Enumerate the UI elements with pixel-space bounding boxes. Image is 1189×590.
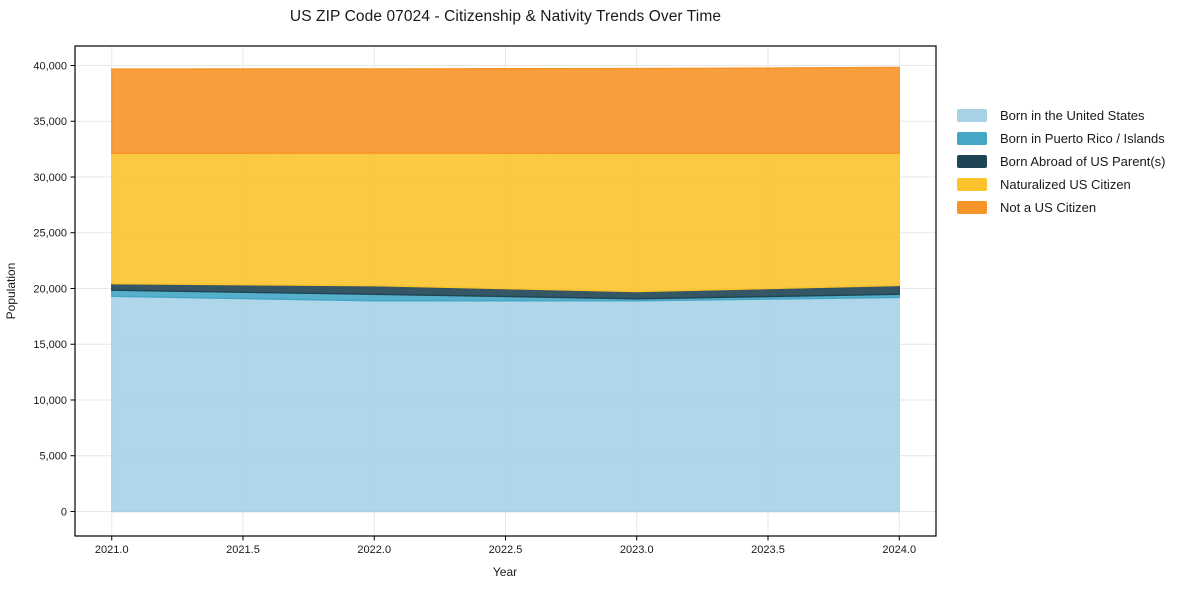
y-tick-label: 20,000 <box>33 283 67 295</box>
y-axis-label: Population <box>4 263 18 320</box>
y-tick-label: 5,000 <box>39 451 67 463</box>
legend-item-born-abroad-of-us-parent-s: Born Abroad of US Parent(s) <box>957 150 1165 173</box>
legend-item-not-a-us-citizen: Not a US Citizen <box>957 196 1165 219</box>
stacked-areas <box>111 66 900 513</box>
x-tick-label: 2023.5 <box>751 544 785 556</box>
y-tick-label: 10,000 <box>33 395 67 407</box>
legend-swatch <box>957 178 987 191</box>
area-not-a-us-citizen <box>111 66 900 155</box>
legend-label: Born Abroad of US Parent(s) <box>1000 154 1166 169</box>
y-tick-label: 15,000 <box>33 339 67 351</box>
x-tick-label: 2022.5 <box>489 544 523 556</box>
legend-swatch <box>957 155 987 168</box>
x-tick-label: 2022.0 <box>357 544 391 556</box>
legend-label: Born in the United States <box>1000 108 1145 123</box>
legend-label: Not a US Citizen <box>1000 200 1097 215</box>
x-tick-label: 2023.0 <box>620 544 654 556</box>
legend-item-naturalized-us-citizen: Naturalized US Citizen <box>957 173 1165 196</box>
chart-title: US ZIP Code 07024 - Citizenship & Nativi… <box>289 8 722 25</box>
legend-label: Born in Puerto Rico / Islands <box>1000 131 1165 146</box>
area-naturalized-us-citizen <box>111 152 900 293</box>
area-born-in-the-united-states <box>111 295 900 513</box>
legend-item-born-in-the-united-states: Born in the United States <box>957 104 1165 127</box>
legend-label: Naturalized US Citizen <box>1000 177 1131 192</box>
y-tick-label: 0 <box>61 506 67 518</box>
legend-swatch <box>957 201 987 214</box>
x-tick-label: 2024.0 <box>882 544 916 556</box>
axis-ticks: 2021.0 2021.5 2022.0 2022.5 2023.0 2023.5 2024… <box>33 60 916 556</box>
y-tick-label: 35,000 <box>33 116 67 128</box>
legend-swatch <box>957 109 987 122</box>
x-tick-label: 2021.0 <box>95 544 129 556</box>
x-tick-label: 2021.5 <box>226 544 260 556</box>
legend-item-born-in-puerto-rico-islands: Born in Puerto Rico / Islands <box>957 127 1165 150</box>
legend: Born in the United States Born in Puerto … <box>957 104 1165 219</box>
legend-swatch <box>957 132 987 145</box>
x-axis-label: Year <box>493 565 517 579</box>
y-tick-label: 30,000 <box>33 172 67 184</box>
y-tick-label: 25,000 <box>33 228 67 240</box>
y-tick-label: 40,000 <box>33 60 67 72</box>
